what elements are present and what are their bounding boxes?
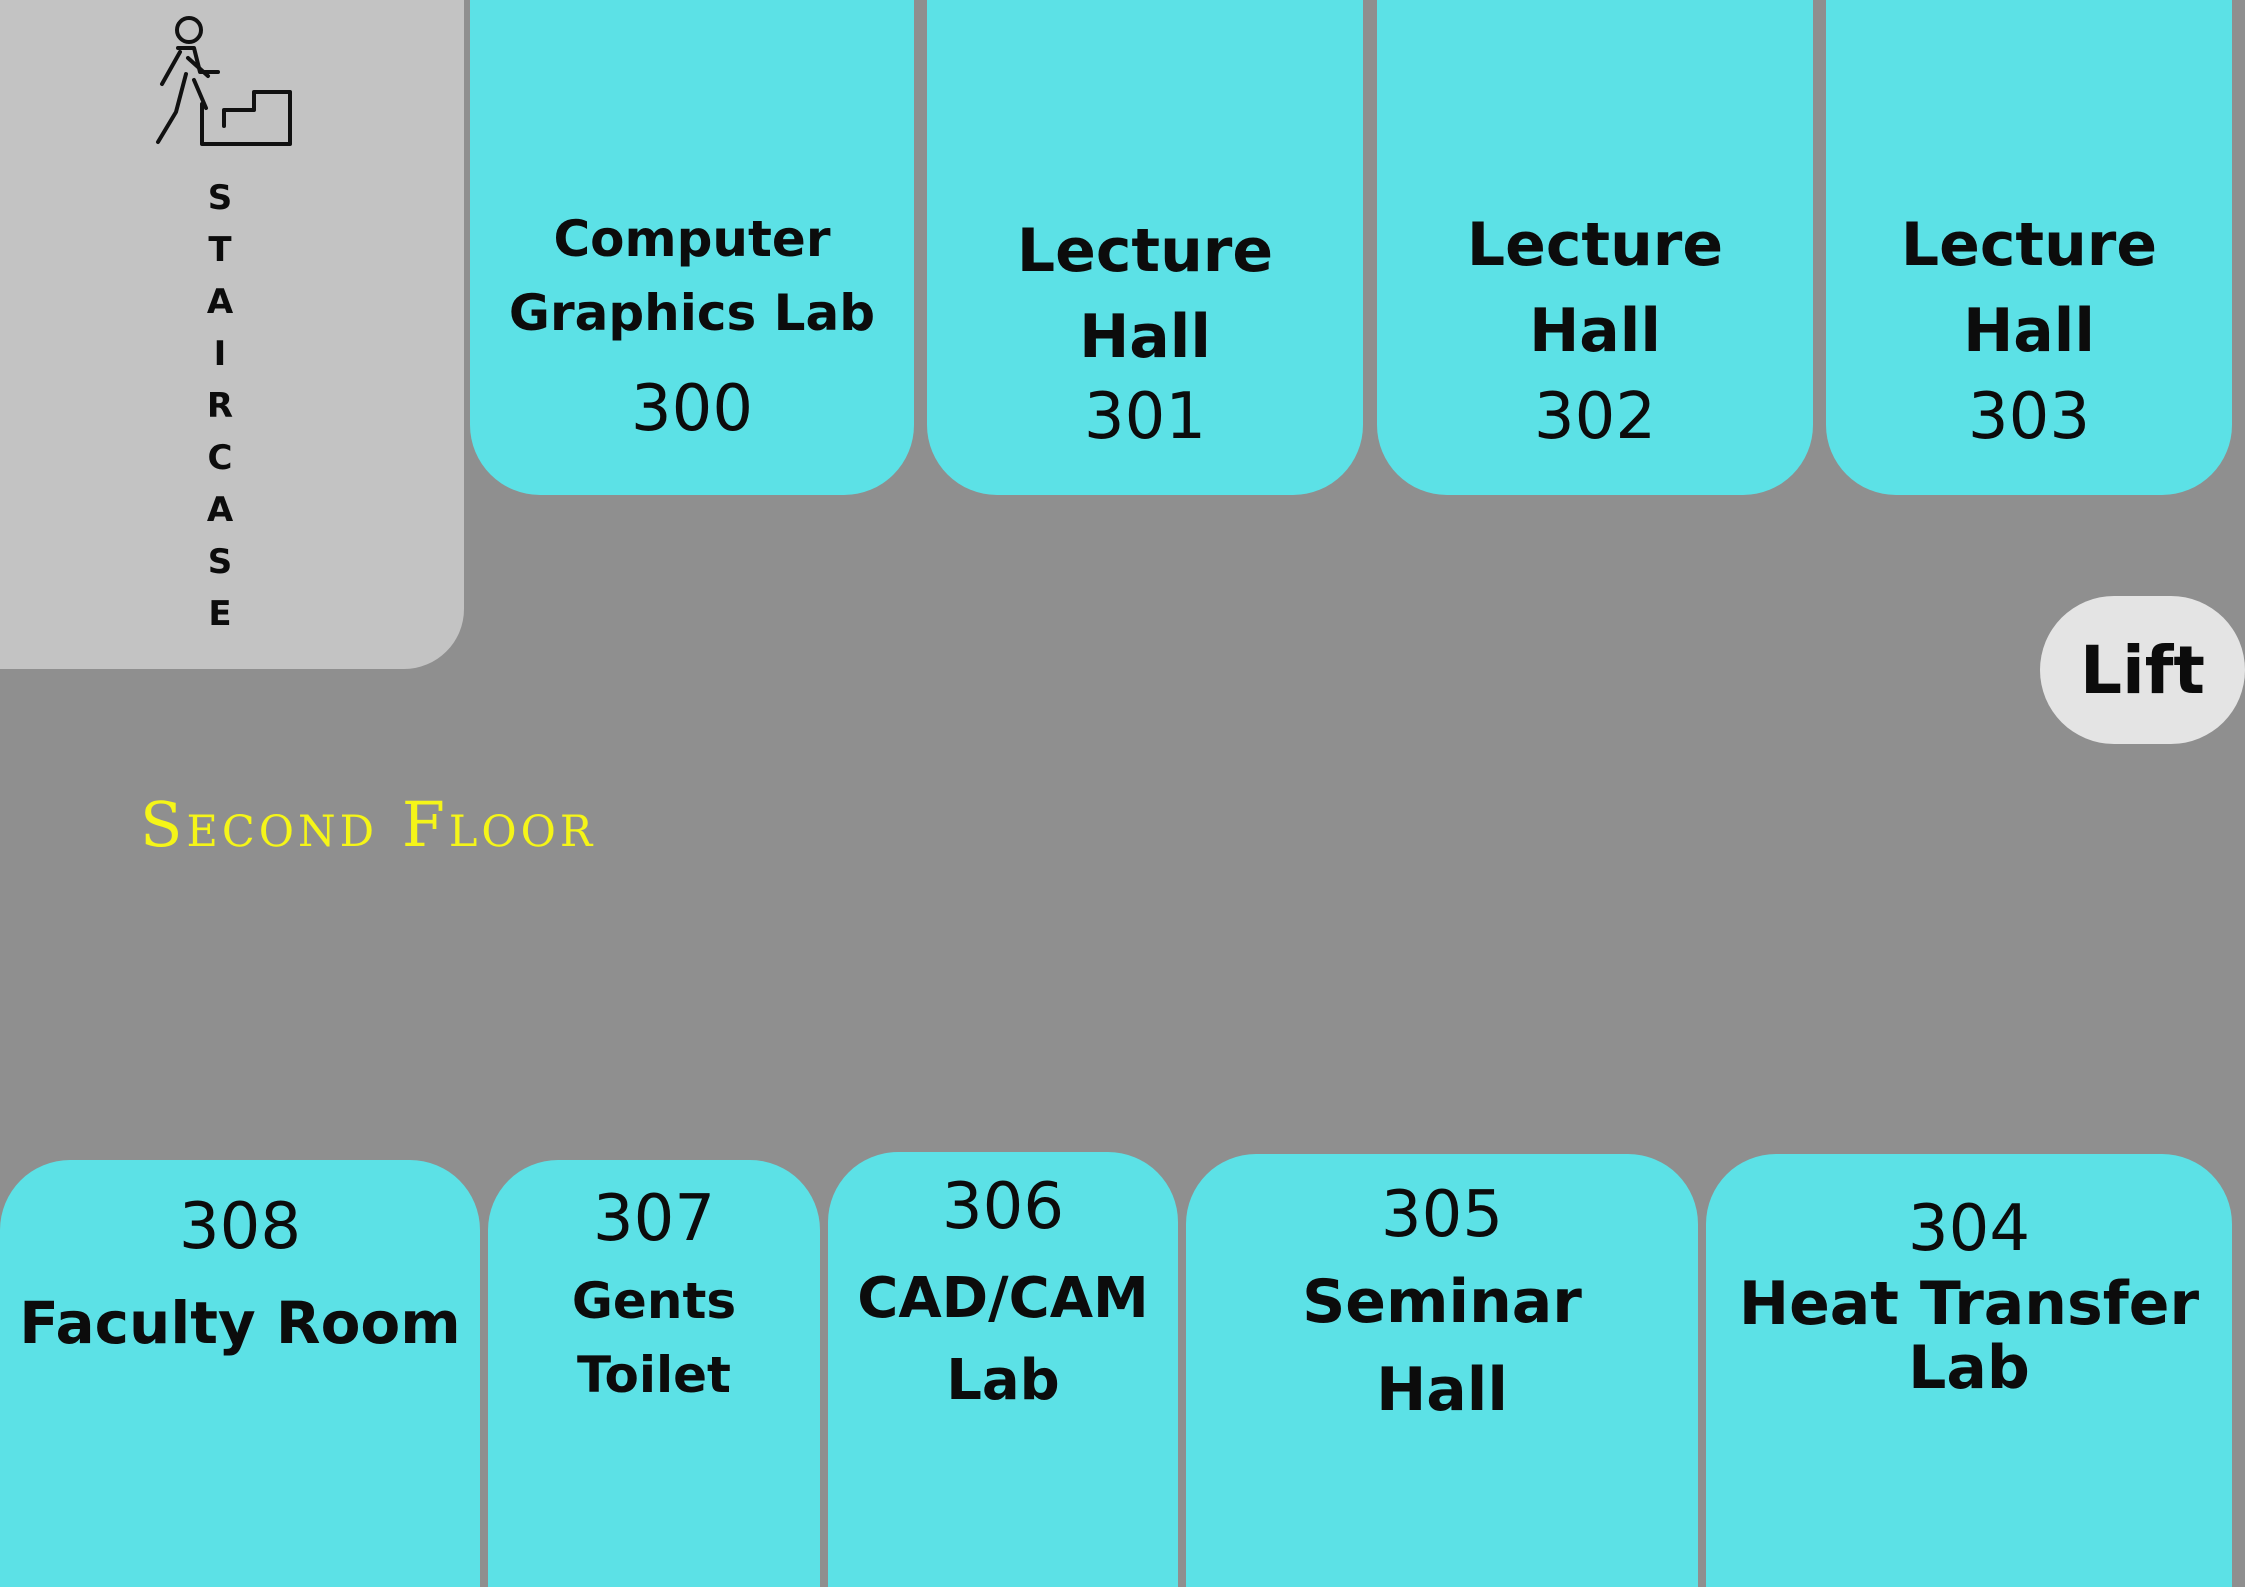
lift-button[interactable]: Lift [2040,596,2245,744]
lift-label: Lift [2080,631,2205,709]
room-308[interactable]: 308 Faculty Room [0,1160,480,1587]
room-name: Lecture Hall [1900,210,2158,366]
staircase-letter: A [206,490,234,530]
room-303[interactable]: Lecture Hall 303 [1826,0,2232,495]
staircase-letter: S [207,542,233,582]
room-300[interactable]: Computer Graphics Lab 300 [470,0,914,495]
staircase-letter: E [208,594,232,634]
room-number: 308 [178,1190,302,1264]
person-climbing-stairs-icon [156,16,292,146]
staircase-letter: I [213,334,227,374]
room-number: 301 [1083,380,1207,454]
room-number: 307 [592,1182,716,1256]
room-305[interactable]: 305 Seminar Hall [1186,1154,1698,1587]
room-name: Lecture Hall [1016,216,1274,372]
room-name: Gents Toilet [571,1272,737,1404]
room-name: CAD/CAM Lab [857,1266,1149,1413]
room-301[interactable]: Lecture Hall 301 [927,0,1363,495]
room-name: Faculty Room [19,1289,461,1357]
staircase-area: S T A I R C A S E [0,0,464,669]
floor-title: Second Floor [140,788,597,861]
staircase-letter: S [207,178,233,218]
room-306[interactable]: 306 CAD/CAM Lab [828,1152,1178,1587]
room-302[interactable]: Lecture Hall 302 [1377,0,1813,495]
room-name: Lecture Hall [1466,210,1724,366]
staircase-letter: T [208,230,232,270]
room-name: Heat Transfer Lab [1738,1269,2200,1403]
room-name: Seminar Hall [1302,1267,1582,1425]
room-name: Computer Graphics Lab [508,210,876,342]
room-number: 303 [1967,380,2091,454]
staircase-letter: R [206,386,234,426]
room-number: 305 [1380,1178,1504,1252]
room-304[interactable]: 304 Heat Transfer Lab [1706,1154,2232,1587]
room-307[interactable]: 307 Gents Toilet [488,1160,820,1587]
room-number: 304 [1907,1192,2031,1266]
room-number: 300 [630,372,754,446]
staircase-letter: A [206,282,234,322]
staircase-letter: C [207,438,233,478]
staircase-label: S T A I R C A S E [190,172,250,640]
room-number: 306 [941,1170,1065,1244]
room-number: 302 [1533,380,1657,454]
